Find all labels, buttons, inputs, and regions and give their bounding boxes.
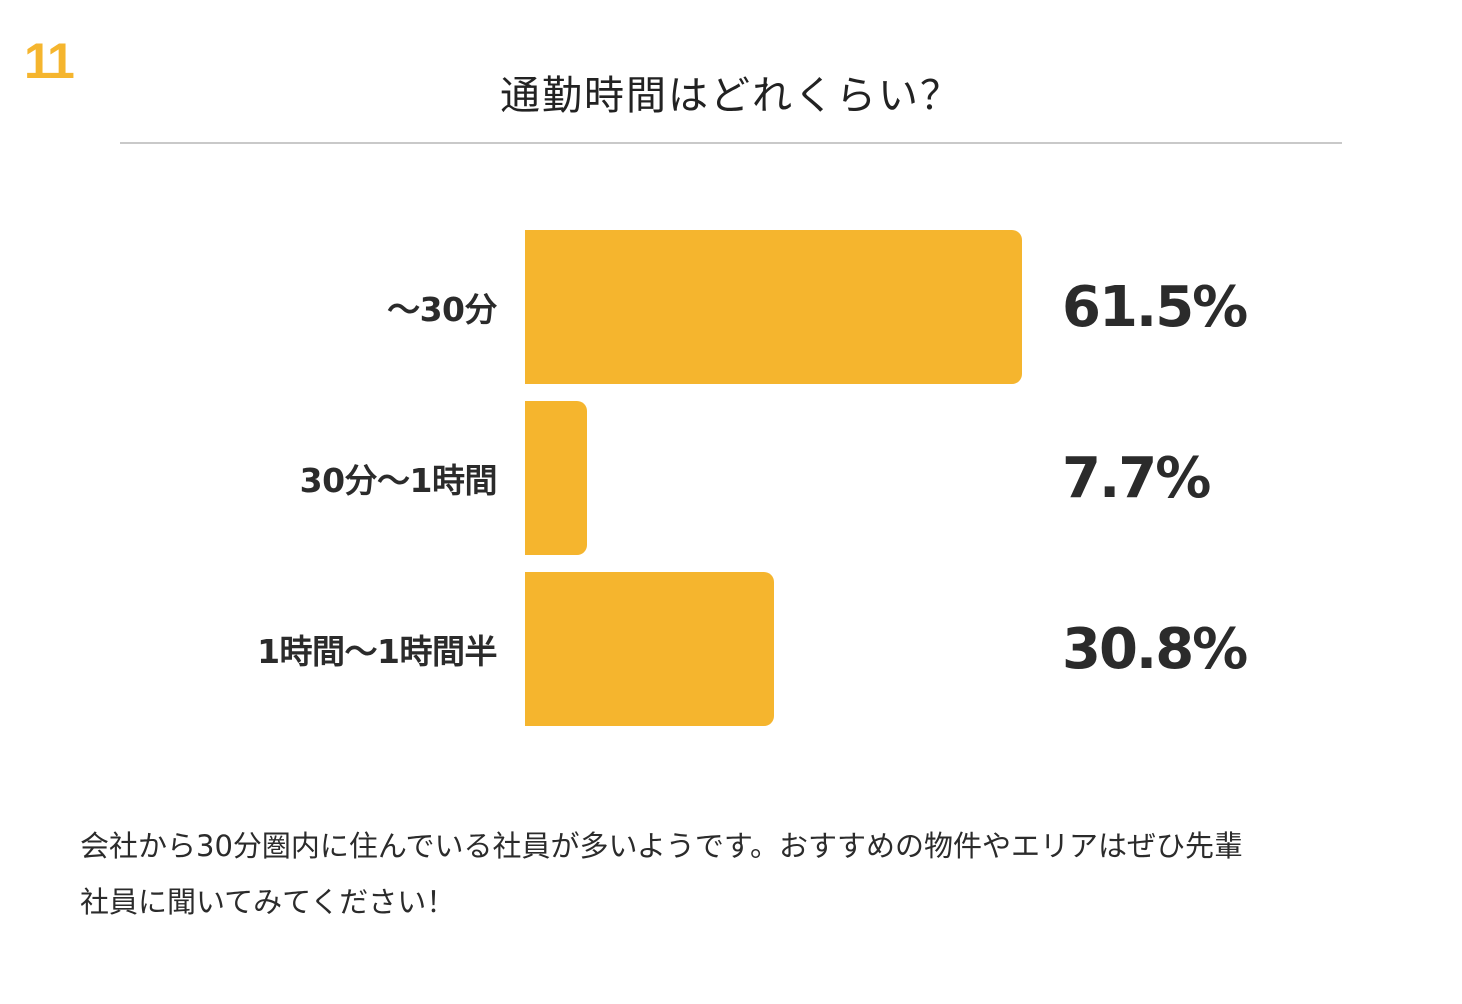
chart-row: 1時間～1時間半 30.8% (0, 572, 1462, 726)
bar-chart: ～30分 61.5% 30分～1時間 7.7% 1時間～1時間半 30.8% (0, 230, 1462, 726)
category-label: 30分～1時間 (299, 461, 498, 500)
bar (525, 230, 1022, 384)
category-label: ～30分 (387, 290, 497, 329)
bar (525, 401, 587, 555)
title-divider (120, 142, 1342, 144)
comment-text: 会社から30分圏内に住んでいる社員が多いようです。おすすめの物件やエリアはぜひ先… (80, 818, 1380, 930)
comment-line-2: 社員に聞いてみてください！ (80, 885, 456, 919)
value-label: 61.5% (1062, 274, 1248, 340)
value-label: 7.7% (1062, 445, 1211, 511)
value-label: 30.8% (1062, 616, 1248, 682)
comment-line-1: 会社から30分圏内に住んでいる社員が多いようです。おすすめの物件やエリアはぜひ先… (80, 829, 1243, 863)
bar (525, 572, 774, 726)
chart-row: 30分～1時間 7.7% (0, 401, 1462, 555)
page-number: 11 (24, 33, 75, 89)
category-label: 1時間～1時間半 (257, 632, 497, 671)
chart-title: 通勤時間はどれくらい？ (500, 73, 962, 119)
chart-row: ～30分 61.5% (0, 230, 1462, 384)
